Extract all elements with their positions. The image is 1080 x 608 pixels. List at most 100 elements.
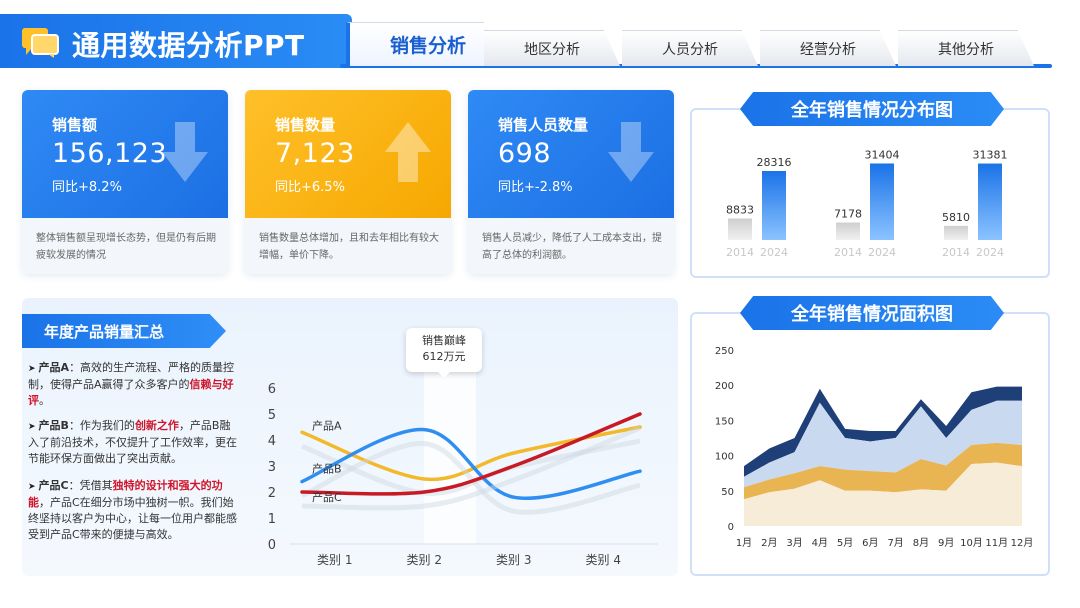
bar-value-label: 7178 xyxy=(834,208,862,221)
series-shadow xyxy=(301,425,641,511)
bar-value-label: 31381 xyxy=(973,149,1008,162)
kpi-label: 销售数量 xyxy=(275,116,336,134)
product-c-text: ➤ 产品C：凭借其独特的设计和强大的功能，产品C在细分市场中独树一帜。我们始终坚持… xyxy=(28,478,240,543)
product-name: 产品C xyxy=(38,479,69,492)
bar xyxy=(836,222,860,240)
x-tick-label: 4月 xyxy=(812,537,828,549)
bar xyxy=(728,218,752,240)
bar-value-label: 5810 xyxy=(942,211,970,224)
bar-value-label: 8833 xyxy=(726,203,754,216)
area-series-band xyxy=(744,386,1022,477)
x-tick-label: 8月 xyxy=(913,537,929,549)
bullet-arrow-icon: ➤ xyxy=(28,364,36,374)
kpi-header: 销售额 156,123 同比+8.2% xyxy=(22,90,228,218)
callout-title: 销售巅峰 xyxy=(422,334,466,347)
tab-operations-analysis[interactable]: 经营分析 xyxy=(760,30,896,66)
down-arrow-icon xyxy=(608,122,654,182)
down-arrow-icon xyxy=(162,122,208,182)
product-desc: ：凭借其 xyxy=(68,479,113,492)
series-line xyxy=(300,412,642,496)
y-tick-label: 0 xyxy=(268,538,276,553)
kpi-label: 销售额 xyxy=(52,116,98,134)
product-emphasis: 独特的设计和强大的功能 xyxy=(28,479,223,509)
x-tick-label: 类别 1 xyxy=(317,553,352,567)
x-tick-label: 3月 xyxy=(786,537,802,549)
kpi-value: 156,123 xyxy=(52,138,168,169)
kpi-card-sales-count: 销售数量 7,123 同比+6.5% 销售数量总体增加，且和去年相比有较大增幅，… xyxy=(245,90,451,274)
series-label: 产品C xyxy=(312,490,342,504)
tab-other-analysis[interactable]: 其他分析 xyxy=(898,30,1034,66)
callout-value: 612万元 xyxy=(422,350,466,363)
kpi-value: 7,123 xyxy=(275,138,355,169)
kpi-card-sales-amount: 销售额 156,123 同比+8.2% 整体销售额呈现增长态势，但是仍有后期疲软… xyxy=(22,90,228,274)
area-chart: 0 50 100 150 200 250 1月 2月 3月 4月 5月 6月 7月 8月 9月 10月 11月 1… xyxy=(715,346,1034,549)
bar xyxy=(762,171,786,240)
kpi-header: 销售数量 7,123 同比+6.5% xyxy=(245,90,451,218)
x-tick-label: 类别 3 xyxy=(496,553,531,567)
product-desc: ：高效的生产流程、严格的质量控制，使得产品A赢得了众多客户的 xyxy=(28,361,235,391)
area-title: 全年销售情况面积图 xyxy=(740,296,1004,330)
x-tick-label: 10月 xyxy=(960,537,983,549)
product-desc: ：作为我们的 xyxy=(68,419,135,432)
series-label: 产品B xyxy=(312,462,342,476)
area-panel: 全年销售情况面积图 0 50 100 150 200 250 1月 2月 3月 4月 5月 6月 7月 8… xyxy=(690,296,1050,576)
product-desc-end: ，产品C在细分市场中独树一帜。我们始终坚持以客户为中心，让每一位用户都能感受到产… xyxy=(28,496,237,541)
kpi-description: 整体销售额呈现增长态势，但是仍有后期疲软发展的情况 xyxy=(36,233,216,261)
series-shadow xyxy=(301,438,641,496)
summary-title: 年度产品销量汇总 xyxy=(22,314,226,348)
x-tick-label: 2014 xyxy=(834,246,862,259)
x-tick-label: 类别 2 xyxy=(407,553,442,567)
y-tick-label: 2 xyxy=(268,486,276,501)
bar-value-label: 28316 xyxy=(757,156,792,169)
y-tick-label: 100 xyxy=(715,452,734,463)
x-tick-label: 7月 xyxy=(887,537,903,549)
peak-highlight-band xyxy=(424,354,476,544)
series-line xyxy=(300,427,642,500)
bar xyxy=(944,225,968,240)
x-tick-label: 11月 xyxy=(985,537,1008,549)
area-series-band xyxy=(744,462,1022,526)
x-tick-label: 12月 xyxy=(1011,537,1034,549)
kpi-card-sales-staff: 销售人员数量 698 同比+-2.8% 销售人员减少，降低了人工成本支出，提高了… xyxy=(468,90,674,274)
tab-staff-analysis[interactable]: 人员分析 xyxy=(622,30,758,66)
bar xyxy=(870,163,894,240)
up-arrow-icon xyxy=(385,122,431,182)
series-label: 产品A xyxy=(312,419,342,433)
sales-peak-callout: 销售巅峰 612万元 xyxy=(406,328,482,378)
kpi-yoy: 同比+8.2% xyxy=(52,180,122,195)
tab-region-analysis[interactable]: 地区分析 xyxy=(484,30,620,66)
kpi-value: 698 xyxy=(498,138,552,169)
kpi-description: 销售人员减少，降低了人工成本支出，提高了总体的利润额。 xyxy=(482,233,662,261)
y-tick-label: 5 xyxy=(268,408,276,423)
y-tick-label: 250 xyxy=(715,346,734,357)
product-line-chart: 0 1 2 3 4 5 6 类别 1 类别 2 类别 3 类别 4 产品A 产品B 产品C xyxy=(268,354,658,567)
y-tick-label: 50 xyxy=(721,487,734,498)
product-a-text: ➤ 产品A：高效的生产流程、严格的质量控制，使得产品A赢得了众多客户的信赖与好评。 xyxy=(28,360,240,409)
y-tick-label: 4 xyxy=(268,434,276,449)
x-tick-label: 2024 xyxy=(976,246,1004,259)
y-tick-label: 1 xyxy=(268,512,276,527)
area-series-band xyxy=(744,400,1022,488)
product-summary-panel: 年度产品销量汇总 ➤ 产品A：高效的生产流程、严格的质量控制，使得产品A赢得了众多… xyxy=(22,298,678,576)
y-tick-label: 6 xyxy=(268,382,276,397)
product-name: 产品A xyxy=(38,361,70,374)
tab-sales-analysis[interactable]: 销售分析 xyxy=(346,22,506,66)
top-bar: 通用数据分析PPT 销售分析 地区分析 人员分析 经营分析 其他分析 xyxy=(0,0,1080,78)
kpi-header: 销售人员数量 698 同比+-2.8% xyxy=(468,90,674,218)
x-tick-label: 2024 xyxy=(868,246,896,259)
product-desc-end: ，产品B融入了前沿技术，不仅提升了工作效率，更在节能环保方面做出了突出贡献。 xyxy=(28,419,237,465)
distribution-bar-chart: 8833 2014 28316 2024 7178 2014 31404 2024 5810 20… xyxy=(726,148,1008,259)
x-tick-label: 9月 xyxy=(938,537,954,549)
distribution-panel: 全年销售情况分布图 8833 2014 28316 2024 7178 2014 31404… xyxy=(690,92,1050,278)
x-tick-label: 2014 xyxy=(726,246,754,259)
x-tick-label: 6月 xyxy=(862,537,878,549)
x-tick-label: 2024 xyxy=(760,246,788,259)
chat-bubbles-icon xyxy=(22,28,59,58)
app-title: 通用数据分析PPT xyxy=(72,29,305,62)
product-b-text: ➤ 产品B：作为我们的创新之作，产品B融入了前沿技术，不仅提升了工作效率，更在节能… xyxy=(28,418,240,467)
x-tick-label: 类别 4 xyxy=(586,553,621,567)
product-desc-end: 。 xyxy=(39,394,50,407)
y-tick-label: 150 xyxy=(715,416,734,427)
product-name: 产品B xyxy=(38,419,69,432)
x-tick-label: 1月 xyxy=(736,537,752,549)
